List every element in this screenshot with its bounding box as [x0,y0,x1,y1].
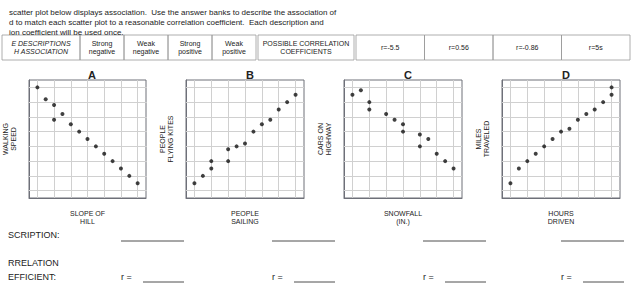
svg-text:(IN.): (IN.) [396,218,410,226]
svg-text:CARS ON: CARS ON [317,123,324,155]
svg-text:positive: positive [222,48,246,56]
svg-text:SLOPE OF: SLOPE OF [70,210,105,217]
svg-text:H ASSOCIATION: H ASSOCIATION [14,48,69,55]
svg-text:r=-5.5: r=-5.5 [381,44,400,51]
svg-text:PEOPLE: PEOPLE [231,210,259,217]
svg-text:r =: r = [272,272,283,282]
svg-text:r=5s: r=5s [589,44,603,51]
svg-text:HIGHWAY: HIGHWAY [325,122,332,155]
svg-text:C: C [404,69,412,81]
svg-text:negative: negative [89,48,116,56]
svg-text:r =: r = [121,272,132,282]
svg-text:positive: positive [178,48,202,56]
svg-text:COEFFICIENTS: COEFFICIENTS [280,48,332,55]
svg-text:SAILING: SAILING [231,218,259,225]
svg-text:FLYING KITES: FLYING KITES [167,115,174,162]
svg-text:Strong: Strong [92,40,113,48]
svg-text:r =: r = [561,272,572,282]
svg-text:SNOWFALL: SNOWFALL [384,210,422,217]
svg-text:r=-0.86: r=-0.86 [516,44,538,51]
svg-text:SCRIPTION:: SCRIPTION: [8,230,60,240]
svg-text:Weak: Weak [225,40,243,47]
svg-text:HOURS: HOURS [548,210,574,217]
svg-text:r=0.56: r=0.56 [449,44,469,51]
svg-text:SPEED: SPEED [10,127,17,151]
svg-text:EFFICIENT:: EFFICIENT: [8,272,56,282]
svg-text:scatter plot below displays as: scatter plot below displays association.… [9,8,337,17]
svg-text:DRIVEN: DRIVEN [548,218,574,225]
svg-text:HILL: HILL [80,218,95,225]
svg-text:d to match each scatter plot t: d to match each scatter plot to a reason… [9,18,324,27]
svg-text:r =: r = [423,272,434,282]
svg-text:ion coefficient will be used o: ion coefficient will be used once. [9,28,124,37]
svg-text:D: D [562,69,570,81]
svg-text:RRELATION: RRELATION [8,258,59,268]
svg-text:WALKING: WALKING [2,123,9,155]
svg-text:A: A [88,69,96,81]
svg-text:POSSIBLE CORRELATION: POSSIBLE CORRELATION [263,40,350,47]
svg-text:B: B [246,69,254,81]
svg-text:E DESCRIPTIONS: E DESCRIPTIONS [11,40,70,47]
svg-text:TRAVELED: TRAVELED [483,121,490,157]
svg-text:MILES: MILES [475,128,482,149]
svg-text:negative: negative [133,48,160,56]
svg-text:Weak: Weak [137,40,155,47]
svg-text:Strong: Strong [180,40,201,48]
svg-text:PEOPLE: PEOPLE [159,125,166,153]
